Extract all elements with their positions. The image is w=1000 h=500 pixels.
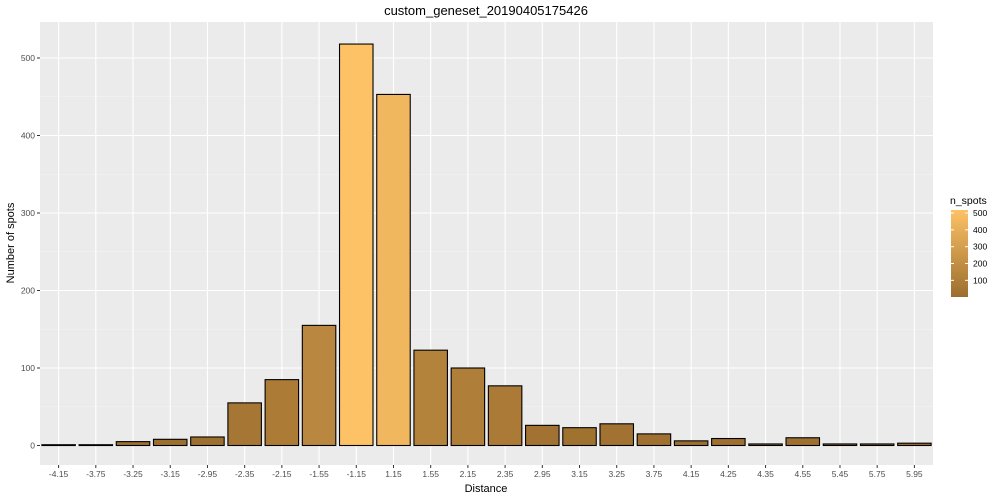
bar (264, 379, 300, 447)
x-tick-label: 2.95 (534, 469, 551, 479)
x-axis-title: Distance (465, 483, 508, 495)
bar (748, 443, 783, 447)
x-tick-label: -1.15 (347, 469, 367, 479)
x-tick-label: 3.75 (646, 469, 663, 479)
x-tick-label: 5.45 (832, 469, 849, 479)
legend-tick-label: 200 (973, 259, 987, 269)
y-tick-label: 500 (21, 53, 35, 63)
x-tick-label: -2.95 (198, 469, 218, 479)
legend-ticks: 100 200 300 400 500 (951, 208, 987, 285)
bar (822, 443, 858, 447)
bar (673, 440, 709, 447)
x-tick-label: -2.15 (272, 469, 292, 479)
y-tick-label: 200 (21, 286, 35, 296)
bar (152, 438, 188, 447)
plot-panel (40, 22, 933, 465)
x-tick-label: -2.35 (235, 469, 255, 479)
bar (78, 444, 114, 447)
x-tick-label: -3.25 (123, 469, 143, 479)
x-tick-label: -1.55 (309, 469, 329, 479)
bar (227, 402, 262, 447)
legend-tick-label: 300 (973, 242, 987, 252)
legend-tick-label: 500 (973, 208, 987, 218)
x-axis: -4.15 -3.75 -3.25 -3.15 -2.95 -2.35 -2.15 -1.55… (49, 465, 923, 479)
y-tick-label: 400 (21, 131, 35, 141)
chart-title: custom_geneset_20190405175426 (384, 3, 588, 18)
legend-tick-label: 400 (973, 225, 987, 235)
x-tick-label: 4.15 (683, 469, 700, 479)
x-tick-label: 2.35 (497, 469, 514, 479)
bars (41, 43, 932, 447)
bar (562, 427, 597, 447)
legend-tick-label: 100 (973, 275, 987, 285)
x-tick-label: 1.15 (385, 469, 402, 479)
x-tick-label: 3.25 (608, 469, 625, 479)
bar (338, 43, 374, 447)
x-tick-label: -3.75 (86, 469, 106, 479)
bar (859, 443, 895, 447)
bar (190, 436, 225, 447)
y-tick-label: 300 (21, 208, 35, 218)
x-tick-label: 1.55 (422, 469, 439, 479)
bar (525, 424, 560, 447)
bar (636, 433, 672, 447)
legend-title: n_spots (950, 195, 987, 207)
x-tick-label: 3.15 (571, 469, 588, 479)
y-tick-label: 0 (30, 441, 35, 451)
x-tick-label: 4.55 (794, 469, 811, 479)
y-axis: 0 100 200 300 400 500 (21, 53, 40, 451)
x-tick-label: 2.15 (460, 469, 477, 479)
x-tick-label: 5.95 (906, 469, 923, 479)
x-tick-label: 5.75 (869, 469, 886, 479)
bar (41, 444, 76, 447)
x-tick-label: -4.15 (49, 469, 69, 479)
legend-colorbar (951, 210, 968, 297)
y-tick-label: 100 (21, 363, 35, 373)
bar (711, 437, 746, 447)
x-tick-label: 4.35 (757, 469, 774, 479)
x-tick-label: 4.25 (720, 469, 737, 479)
bar (115, 441, 151, 447)
bar (487, 385, 523, 447)
y-axis-title: Number of spots (5, 202, 17, 283)
bar (785, 437, 821, 447)
bar (599, 423, 635, 447)
legend: n_spots 100 200 300 400 500 (950, 195, 987, 297)
x-tick-label: -3.15 (161, 469, 181, 479)
bar (897, 442, 932, 447)
bar (450, 367, 486, 447)
bar (301, 324, 337, 447)
bar (413, 349, 448, 447)
bar (376, 93, 411, 447)
